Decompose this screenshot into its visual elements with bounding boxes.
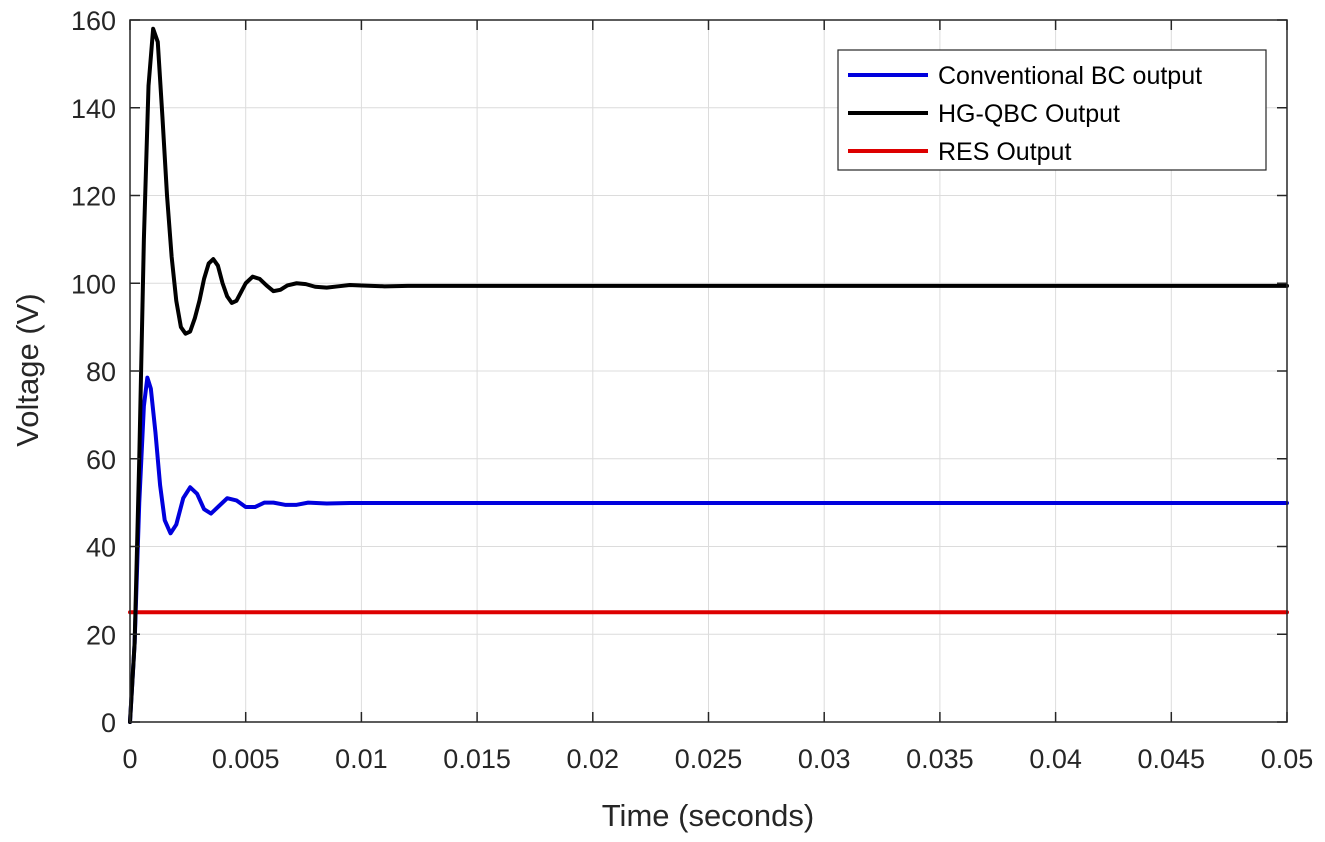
x-tick-label: 0.045 bbox=[1138, 744, 1206, 774]
x-tick-label: 0.04 bbox=[1029, 744, 1082, 774]
x-tick-label: 0.025 bbox=[675, 744, 743, 774]
series-line-conventional-bc-output bbox=[128, 375, 1289, 724]
x-tick-label: 0.005 bbox=[212, 744, 280, 774]
y-axis-tick-labels: 0 20 40 60 80 100 120 140 160 bbox=[71, 6, 116, 738]
series-lines bbox=[128, 26, 1289, 724]
x-tick-label: 0.05 bbox=[1261, 744, 1314, 774]
y-axis-title: Voltage (V) bbox=[10, 293, 45, 446]
x-tick-label: 0.035 bbox=[906, 744, 974, 774]
x-axis-tick-labels: 0 0.005 0.01 0.015 0.02 0.025 0.03 0.035 0.04 0.0… bbox=[122, 744, 1313, 774]
x-tick-label: 0.02 bbox=[567, 744, 620, 774]
legend-label-hg-qbc-output: HG-QBC Output bbox=[938, 100, 1120, 128]
y-tick-label: 160 bbox=[71, 6, 116, 36]
y-tick-label: 80 bbox=[86, 357, 116, 387]
x-tick-label: 0.015 bbox=[443, 744, 511, 774]
series-line-hg-qbc-output bbox=[128, 26, 1289, 724]
legend-label-conventional-bc-output: Conventional BC output bbox=[938, 62, 1202, 90]
axis-ticks bbox=[129, 19, 1288, 723]
y-tick-label: 60 bbox=[86, 445, 116, 475]
y-tick-label: 140 bbox=[71, 94, 116, 124]
y-tick-label: 100 bbox=[71, 269, 116, 299]
y-tick-label: 40 bbox=[86, 533, 116, 563]
legend-label-res-output: RES Output bbox=[938, 138, 1071, 166]
x-tick-label: 0.03 bbox=[798, 744, 851, 774]
legend: Conventional BC output HG-QBC Output RES O… bbox=[837, 49, 1267, 171]
y-tick-label: 0 bbox=[101, 708, 116, 738]
x-tick-label: 0.01 bbox=[335, 744, 388, 774]
y-tick-label: 120 bbox=[71, 182, 116, 212]
x-axis-title: Time (seconds) bbox=[602, 798, 814, 833]
y-tick-label: 20 bbox=[86, 620, 116, 650]
x-tick-label: 0 bbox=[122, 744, 137, 774]
